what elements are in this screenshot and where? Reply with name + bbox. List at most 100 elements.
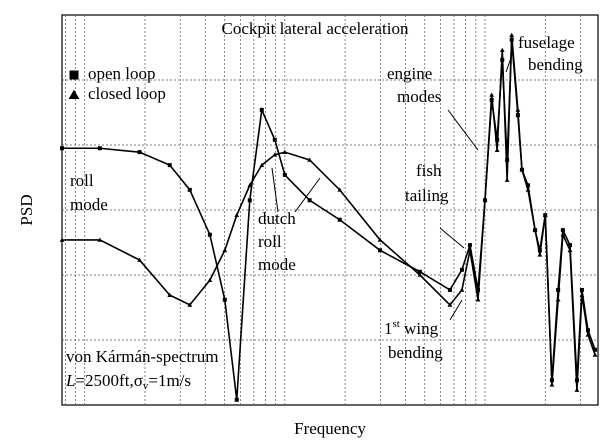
marker (307, 198, 312, 203)
annotation: bending (388, 343, 443, 362)
marker (447, 287, 452, 292)
marker (137, 150, 142, 155)
marker (234, 212, 240, 217)
annotation-part: L (65, 371, 75, 390)
marker (68, 89, 80, 100)
marker (187, 187, 192, 192)
marker (282, 172, 287, 177)
marker (482, 197, 488, 203)
marker (378, 248, 383, 253)
annotation: roll (70, 171, 94, 190)
marker (459, 287, 465, 292)
marker (579, 292, 585, 297)
annotation: fish (416, 161, 442, 180)
marker (475, 297, 481, 302)
marker (137, 257, 142, 262)
legend-label: closed loop (88, 84, 166, 103)
marker (97, 146, 102, 151)
marker (307, 157, 313, 162)
marker (282, 149, 288, 154)
annotation-part: st (393, 318, 400, 330)
marker (377, 237, 383, 242)
marker (247, 198, 252, 203)
annotation: engine (387, 64, 432, 83)
marker (525, 187, 531, 192)
marker (525, 183, 530, 188)
marker (60, 146, 64, 151)
annotation: mode (258, 255, 296, 274)
marker (494, 147, 500, 152)
marker (207, 232, 212, 237)
marker (272, 137, 277, 142)
legend-label: open loop (88, 64, 156, 83)
annotation: L=2500ft,σv=1m/s (65, 371, 191, 392)
arrow (447, 109, 479, 151)
marker (542, 212, 548, 217)
annotation-part: 1 (384, 319, 393, 338)
x-axis-label: Frequency (294, 419, 366, 438)
marker (560, 228, 565, 233)
y-axis-label: PSD (17, 194, 36, 225)
marker (187, 302, 193, 307)
marker (97, 237, 103, 242)
marker (459, 267, 464, 272)
marker (499, 47, 505, 52)
marker (593, 347, 598, 352)
annotation: mode (70, 195, 108, 214)
marker (592, 352, 598, 357)
marker (337, 217, 342, 222)
marker (467, 243, 472, 248)
marker (259, 107, 264, 112)
marker (417, 269, 422, 274)
marker (222, 297, 227, 302)
annotation: dutch (258, 209, 296, 228)
marker (515, 107, 521, 112)
arrow (439, 227, 465, 249)
annotation: tailing (405, 186, 449, 205)
marker (555, 297, 561, 302)
marker (467, 247, 473, 253)
arrow (449, 299, 463, 321)
marks (59, 32, 598, 402)
marker (585, 332, 591, 337)
annotation: 1st wing (384, 318, 439, 338)
marker (519, 167, 525, 172)
marker (167, 292, 173, 297)
marker (568, 243, 573, 248)
marker (509, 32, 515, 37)
annotation-part: =2500ft,σ (75, 371, 142, 390)
marker (234, 397, 239, 402)
arrow (294, 177, 321, 213)
marker (537, 252, 543, 257)
marker (549, 382, 555, 387)
arrow (505, 54, 513, 73)
series-line (62, 35, 596, 391)
marker (447, 302, 453, 307)
annotation: fuselage (518, 33, 575, 52)
annotation: modes (397, 87, 441, 106)
marker (532, 227, 538, 232)
marker (337, 187, 343, 192)
annotation-part: wing (400, 319, 439, 338)
marker (259, 162, 265, 167)
marker (560, 232, 566, 237)
marker (272, 152, 278, 157)
annotation-part: v (143, 380, 149, 392)
grid (62, 15, 598, 405)
annotation: bending (528, 55, 583, 74)
marker (574, 387, 580, 392)
marker (579, 287, 584, 292)
chart-title: Cockpit lateral acceleration (222, 19, 409, 38)
marker (567, 247, 573, 253)
marker (489, 92, 495, 97)
marker (69, 70, 79, 80)
marker (247, 182, 253, 188)
marker (59, 237, 65, 242)
marker (417, 272, 423, 277)
annotation: von Kármán-spectrum (66, 347, 218, 366)
annotations: roll mode dutch roll mode fish tailing e… (65, 33, 583, 392)
marker (504, 177, 510, 182)
annotation-part: =1m/s (148, 371, 191, 390)
